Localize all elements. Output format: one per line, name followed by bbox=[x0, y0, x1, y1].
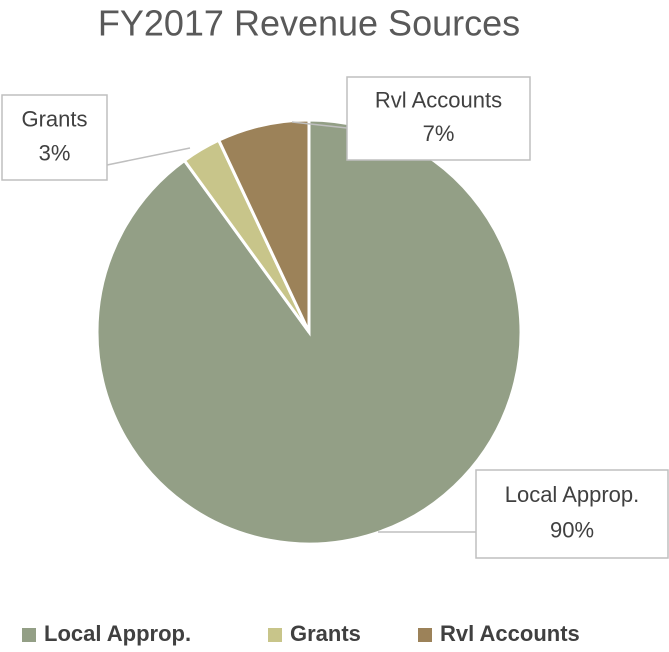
data-label-value: 90% bbox=[550, 517, 594, 542]
data-label-box bbox=[346, 76, 531, 161]
legend-label: Rvl Accounts bbox=[440, 621, 580, 646]
legend-label: Local Approp. bbox=[44, 621, 191, 646]
legend-swatch bbox=[268, 628, 282, 642]
legend-swatch bbox=[22, 628, 36, 642]
data-label-name: Local Approp. bbox=[505, 482, 640, 507]
data-label-box bbox=[1, 94, 108, 181]
data-label-value: 3% bbox=[39, 140, 71, 165]
leader-line bbox=[291, 121, 348, 129]
legend-label: Grants bbox=[290, 621, 361, 646]
data-label-name: Grants bbox=[21, 106, 87, 131]
data-label-value: 7% bbox=[423, 121, 455, 146]
data-label-box bbox=[475, 469, 669, 559]
data-label-name: Rvl Accounts bbox=[375, 88, 502, 113]
chart-title: FY2017 Revenue Sources bbox=[98, 3, 520, 44]
legend-swatch bbox=[418, 628, 432, 642]
pie-slice bbox=[216, 118, 311, 333]
leader-line bbox=[106, 147, 191, 166]
